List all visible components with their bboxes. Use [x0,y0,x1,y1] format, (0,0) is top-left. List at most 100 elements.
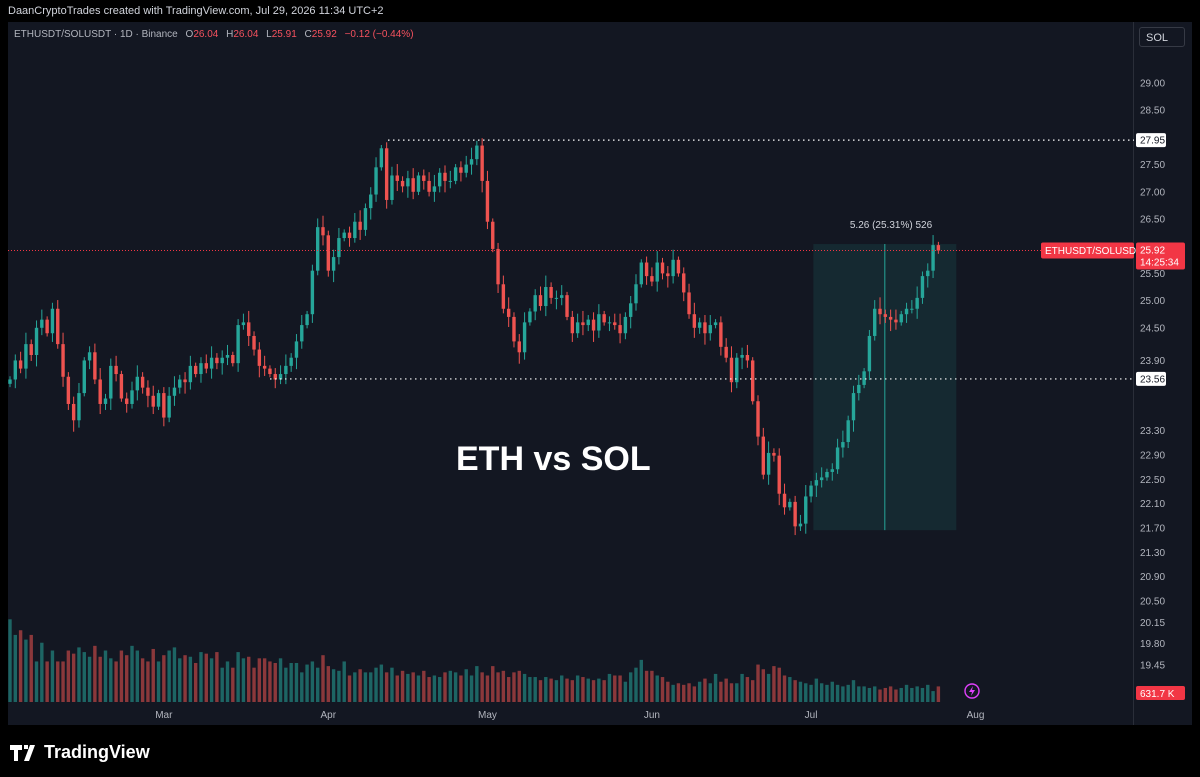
candle-body[interactable] [337,238,341,258]
chart-svg[interactable]: 29.0028.5028.0027.5027.0026.5026.0025.50… [8,22,1192,725]
candle-body[interactable] [639,262,643,285]
candle-body[interactable] [24,344,28,369]
candle-body[interactable] [45,319,49,334]
candle-body[interactable] [570,316,575,334]
candle-body[interactable] [851,393,856,421]
candle-body[interactable] [825,471,829,478]
candle-body[interactable] [284,365,288,375]
candle-body[interactable] [660,262,665,274]
candle-body[interactable] [71,403,76,421]
candle-body[interactable] [841,442,845,448]
candle-body[interactable] [77,393,81,421]
candle-body[interactable] [61,344,65,377]
candle-body[interactable] [98,379,102,404]
candle-body[interactable] [66,376,71,404]
candle-body[interactable] [793,501,797,527]
candle-body[interactable] [82,360,86,394]
candle-body[interactable] [193,365,198,375]
candle-body[interactable] [178,379,182,388]
candle-body[interactable] [209,357,214,369]
candle-body[interactable] [167,395,171,418]
candle-body[interactable] [485,180,490,222]
plot-area[interactable] [8,22,1134,725]
candle-body[interactable] [459,167,463,173]
candle-body[interactable] [560,295,564,298]
candle-body[interactable] [894,319,898,323]
candle-body[interactable] [273,374,277,380]
candle-body[interactable] [565,295,569,317]
chart-frame[interactable]: 29.0028.5028.0027.5027.0026.5026.0025.50… [8,22,1192,725]
candle-body[interactable] [692,314,697,328]
candle-body[interactable] [538,295,543,307]
candle-body[interactable] [140,376,145,388]
candle-body[interactable] [724,346,728,358]
candle-body[interactable] [262,365,267,369]
candle-body[interactable] [687,292,691,315]
candle-body[interactable] [379,148,384,168]
candle-body[interactable] [18,360,23,369]
candle-body[interactable] [358,221,362,230]
candle-body[interactable] [899,314,903,323]
candle-body[interactable] [400,180,405,187]
candle-body[interactable] [422,175,426,181]
candle-body[interactable] [682,273,686,293]
candle-body[interactable] [666,273,670,277]
candle-body[interactable] [586,319,590,326]
candle-body[interactable] [554,297,559,299]
candle-body[interactable] [247,322,251,336]
candle-body[interactable] [926,270,930,277]
candle-body[interactable] [236,325,240,364]
candle-body[interactable] [602,314,606,323]
candle-body[interactable] [867,335,872,372]
candle-body[interactable] [252,335,256,350]
candle-body[interactable] [878,308,882,315]
candle-body[interactable] [294,341,299,358]
candle-body[interactable] [172,387,177,396]
candle-body[interactable] [347,232,352,239]
candle-body[interactable] [846,420,850,443]
candle-body[interactable] [130,390,134,404]
candle-body[interactable] [676,259,681,274]
candle-body[interactable] [289,357,293,366]
candle-body[interactable] [729,357,734,383]
candle-body[interactable] [305,314,309,326]
candle-body[interactable] [644,262,649,277]
candle-body[interactable] [745,355,750,361]
candle-body[interactable] [448,180,453,182]
candle-body[interactable] [772,452,776,456]
candle-body[interactable] [416,175,421,192]
candle-body[interactable] [374,167,378,195]
candle-body[interactable] [406,178,410,187]
candle-body[interactable] [395,175,399,181]
candle-body[interactable] [533,295,537,312]
candle-body[interactable] [798,523,803,527]
candle-body[interactable] [109,365,113,399]
tradingview-logo[interactable]: TradingView [10,742,150,763]
candle-body[interactable] [183,379,187,383]
candle-body[interactable] [443,172,447,181]
candle-body[interactable] [310,270,315,315]
candle-body[interactable] [931,245,935,271]
candle-body[interactable] [873,308,877,336]
candle-body[interactable] [369,194,373,209]
candle-body[interactable] [215,357,219,364]
candle-body[interactable] [777,455,781,494]
candle-body[interactable] [650,276,654,282]
candle-body[interactable] [40,319,44,328]
candle-body[interactable] [655,262,659,282]
candle-body[interactable] [231,355,235,364]
candle-body[interactable] [384,148,389,200]
candle-body[interactable] [321,227,325,236]
candle-body[interactable] [788,501,792,508]
candle-body[interactable] [8,379,12,384]
candle-body[interactable] [432,186,437,192]
candle-body[interactable] [920,276,925,298]
candle-body[interactable] [835,447,840,470]
candle-body[interactable] [50,308,55,334]
candle-body[interactable] [618,325,622,334]
candle-body[interactable] [883,314,888,317]
candle-body[interactable] [268,368,272,375]
candle-body[interactable] [756,401,760,437]
candle-body[interactable] [528,311,532,323]
candle-body[interactable] [628,303,633,317]
